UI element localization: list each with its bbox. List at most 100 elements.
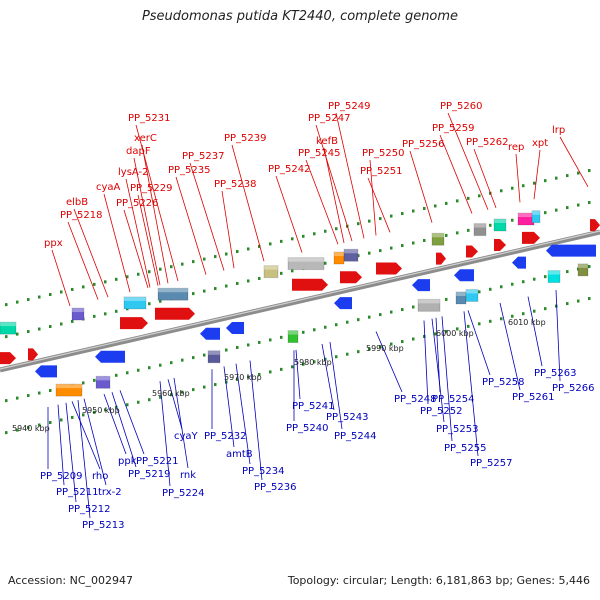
- strand-dot: [126, 371, 129, 375]
- gene-label-pp-5248: PP_5248: [394, 394, 437, 405]
- strand-dot: [5, 335, 8, 339]
- strand-dot: [104, 408, 107, 412]
- strand-dot: [456, 199, 459, 203]
- forward-gene-arrow: [590, 219, 600, 232]
- strand-dot: [302, 330, 305, 334]
- leader-pp-5248: [375, 331, 403, 393]
- strand-dot: [401, 340, 404, 344]
- strand-dot: [258, 340, 261, 344]
- gene-label-pp-5232: PP_5232: [204, 431, 247, 442]
- leader-pp-5256: [409, 150, 433, 223]
- leader-ppx: [51, 249, 71, 307]
- strand-dot: [434, 204, 437, 208]
- leader-pp-5241: [295, 349, 301, 400]
- leader-pp-5229: [137, 194, 159, 286]
- gene-box-highlight: [344, 249, 358, 254]
- leader-pp-5249: [335, 112, 365, 239]
- gene-box: [71, 307, 85, 321]
- strand-dot: [60, 290, 63, 294]
- gene-label-pp-5255: PP_5255: [444, 443, 487, 454]
- strand-dot: [115, 373, 118, 377]
- strand-dot: [390, 246, 393, 250]
- strand-dot: [170, 361, 173, 365]
- strand-dot: [555, 176, 558, 180]
- strand-dot: [302, 234, 305, 238]
- strand-dot: [357, 318, 360, 322]
- gene-label-elbb: elbB: [66, 197, 88, 208]
- strand-dot: [434, 332, 437, 336]
- strand-dot: [225, 252, 228, 256]
- leader-kefb: [323, 147, 345, 243]
- strand-dot: [181, 390, 184, 394]
- strand-dot: [456, 231, 459, 235]
- strand-dot: [577, 171, 580, 175]
- gene-label-pp-5258: PP_5258: [482, 377, 525, 388]
- forward-gene-arrow: [376, 262, 402, 275]
- strand-dot: [544, 211, 547, 215]
- leader-lysa-2: [125, 178, 151, 288]
- gene-label-dapf: dapF: [126, 146, 151, 157]
- strand-dot: [269, 338, 272, 342]
- strand-dot: [49, 293, 52, 296]
- gene-box-highlight: [494, 219, 506, 223]
- strand-dot: [203, 353, 206, 357]
- gene-label-rho: rho: [92, 471, 108, 482]
- accession-text: Accession: NC_002947: [8, 574, 134, 587]
- gene-label-lysa-2: lysA-2: [118, 167, 149, 178]
- gene-box-highlight: [548, 270, 560, 275]
- leader-pp-5238: [221, 190, 235, 269]
- strand-dot: [236, 377, 239, 381]
- gene-label-pp-5256: PP_5256: [402, 139, 445, 150]
- strand-dot: [467, 228, 470, 232]
- strand-dot: [368, 347, 371, 351]
- strand-dot: [159, 363, 162, 367]
- leader-rnk: [173, 377, 189, 469]
- gene-label-cyaa: cyaA: [96, 182, 121, 193]
- strand-dot: [93, 314, 96, 318]
- leader-pp-5244: [329, 342, 343, 430]
- strand-dot: [203, 257, 206, 261]
- leader-dapf: [133, 157, 161, 286]
- gene-box-highlight: [288, 257, 324, 262]
- strand-dot: [27, 298, 30, 302]
- gene-box: [493, 218, 507, 232]
- strand-dot: [511, 218, 514, 222]
- strand-dot: [71, 287, 74, 291]
- strand-dot: [49, 421, 52, 424]
- strand-dot: [93, 410, 96, 414]
- strand-dot: [38, 423, 41, 427]
- strand-dot: [280, 335, 283, 339]
- tick-label-5940-kbp: 5940 kbp: [12, 424, 50, 433]
- strand-dot: [500, 189, 503, 193]
- strand-dot: [401, 308, 404, 312]
- gene-box-highlight: [532, 210, 540, 215]
- strand-dot: [225, 348, 228, 352]
- reverse-gene-arrow: [35, 365, 57, 378]
- kbp-ticks: 5940 kbp 5950 kbp 5960 kbp 5970 kbp 5980 kbp…: [12, 318, 546, 433]
- leader-pp-5263: [527, 296, 543, 367]
- gene-box: [287, 330, 299, 344]
- strand-dot: [467, 196, 470, 200]
- strand-dot: [181, 262, 184, 266]
- gene-box: [465, 288, 479, 302]
- map-title: Pseudomonas putida KT2440, complete geno…: [141, 9, 459, 24]
- strand-dot: [500, 317, 503, 321]
- strand-dot: [27, 426, 30, 430]
- strand-dot: [159, 395, 162, 399]
- gene-label-ppx: ppx: [44, 238, 63, 249]
- strand-dot: [38, 391, 41, 395]
- leader-pp-5213: [77, 400, 91, 519]
- gene-label-kefb: kefB: [316, 136, 338, 147]
- leader-pp-5245: [305, 159, 339, 245]
- gene-label-pp-5250: PP_5250: [362, 148, 405, 159]
- gene-box-highlight: [474, 223, 486, 228]
- gene-label-pp-5254: PP_5254: [432, 394, 475, 405]
- leader-pp-5251: [367, 177, 391, 233]
- strand-dot: [588, 297, 591, 301]
- leader-pp-5219: [111, 392, 137, 468]
- strand-dot: [192, 388, 195, 392]
- leader-rho: [71, 401, 101, 470]
- strand-dot: [390, 310, 393, 314]
- strand-dot: [148, 398, 151, 402]
- strand-dot: [247, 279, 250, 283]
